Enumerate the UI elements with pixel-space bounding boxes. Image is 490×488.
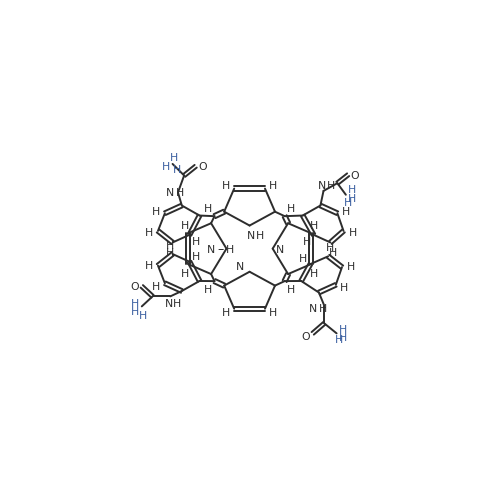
Text: H: H <box>131 306 139 316</box>
Text: H: H <box>299 253 308 264</box>
Text: H: H <box>329 247 337 257</box>
Text: H: H <box>339 325 347 335</box>
Text: H: H <box>327 181 335 191</box>
Text: H: H <box>145 260 153 270</box>
Text: H: H <box>269 307 277 317</box>
Text: –: – <box>217 243 223 256</box>
Text: H: H <box>269 181 277 191</box>
Text: H: H <box>204 284 213 294</box>
Text: H: H <box>166 240 174 250</box>
Text: O: O <box>301 332 310 342</box>
Text: H: H <box>222 307 231 317</box>
Text: O: O <box>351 170 359 181</box>
Text: N: N <box>165 298 173 308</box>
Text: H: H <box>170 153 178 163</box>
Text: H: H <box>347 262 355 272</box>
Text: H: H <box>204 204 213 214</box>
Text: H: H <box>173 164 181 174</box>
Text: H: H <box>256 230 265 240</box>
Text: H: H <box>342 206 350 217</box>
Text: N: N <box>276 244 285 254</box>
Text: O: O <box>198 162 207 172</box>
Text: H: H <box>349 227 357 237</box>
Text: H: H <box>287 204 295 214</box>
Text: H: H <box>152 206 161 217</box>
Text: H: H <box>326 243 335 253</box>
Text: H: H <box>193 237 200 246</box>
Text: H: H <box>181 268 189 278</box>
Text: H: H <box>310 268 318 278</box>
Text: H: H <box>222 181 231 191</box>
Text: H: H <box>193 251 200 261</box>
Text: H: H <box>310 220 318 230</box>
Text: H: H <box>152 281 161 291</box>
Text: N: N <box>207 244 215 254</box>
Text: H: H <box>139 310 147 320</box>
Text: N: N <box>166 188 173 198</box>
Text: H: H <box>340 283 348 292</box>
Text: H: H <box>145 227 153 237</box>
Text: O: O <box>130 282 139 292</box>
Text: H: H <box>166 247 174 257</box>
Text: H: H <box>335 334 343 344</box>
Text: N: N <box>247 230 255 240</box>
Text: H: H <box>162 162 170 172</box>
Text: H: H <box>175 187 184 197</box>
Text: H: H <box>318 304 327 313</box>
Text: H: H <box>344 198 352 208</box>
Text: H: H <box>225 244 234 254</box>
Text: H: H <box>348 193 356 203</box>
Text: H: H <box>181 220 189 230</box>
Text: H: H <box>339 332 347 343</box>
Text: H: H <box>302 237 311 246</box>
Text: N: N <box>309 304 318 313</box>
Text: N: N <box>318 181 326 190</box>
Text: H: H <box>287 284 295 294</box>
Text: H: H <box>348 185 356 195</box>
Text: H: H <box>131 298 139 308</box>
Text: H: H <box>173 298 181 308</box>
Text: N: N <box>236 261 245 271</box>
